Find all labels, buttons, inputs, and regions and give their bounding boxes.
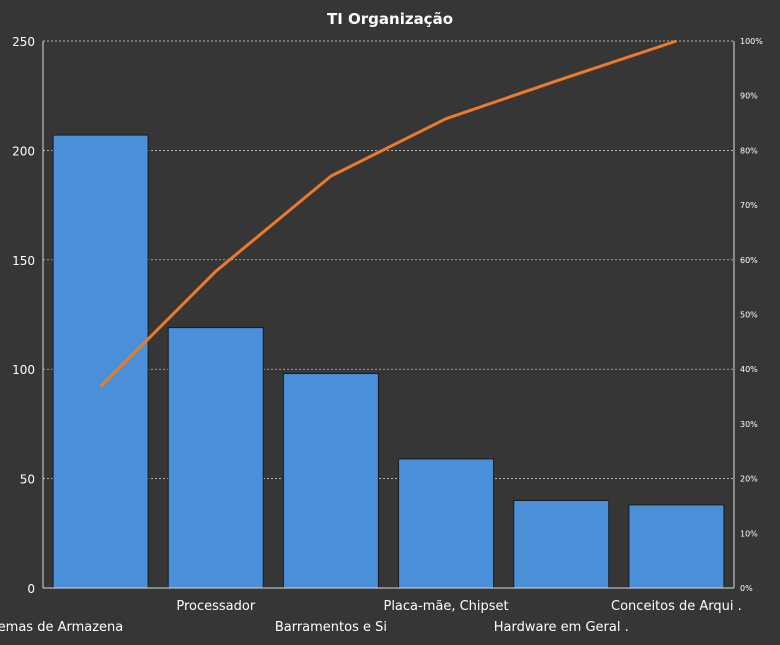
x-tick-label: Barramentos e Si: [275, 620, 387, 635]
y-right-tick-label: 40%: [740, 365, 758, 374]
y-left-tick-label: 50: [20, 473, 35, 487]
y-right-tick-label: 70%: [740, 201, 758, 210]
y-right-tick-label: 30%: [740, 420, 758, 429]
x-tick-label: Hardware em Geral .: [494, 620, 629, 635]
y-left-tick-label: 100: [12, 363, 35, 377]
bar: [167, 327, 264, 589]
y-right-tick-label: 90%: [740, 92, 758, 101]
y-right-tick-label: 20%: [740, 475, 758, 484]
y-right-tick-label: 50%: [740, 311, 758, 320]
bar: [513, 499, 610, 589]
y-left-tick-label: 250: [12, 35, 35, 49]
bar: [398, 458, 495, 589]
bar-series: [52, 134, 725, 589]
x-tick-label: Sistemas de Armazena: [0, 620, 123, 635]
y-right-tick-label: 60%: [740, 256, 758, 265]
axes: 0 50 100 150 200 250 0% 10% 20% 30% 40% 50% 60% 70% 80…: [0, 35, 763, 635]
chart-title: TI Organização: [327, 10, 453, 28]
y-right-tick-label: 100%: [740, 37, 763, 46]
bar: [282, 373, 379, 589]
x-tick-label: Conceitos de Arqui .: [611, 599, 742, 614]
y-right-tick-label: 10%: [740, 529, 758, 538]
bar: [628, 504, 725, 589]
y-right-tick-label: 80%: [740, 146, 758, 155]
cumulative-line: [99, 39, 677, 388]
x-tick-label: Processador: [176, 599, 255, 614]
x-tick-label: Placa-mãe, Chipset: [383, 599, 508, 614]
y-left-tick-label: 0: [27, 582, 35, 596]
y-right-tick-label: 0%: [740, 584, 753, 593]
cumulative-line-series: [99, 39, 677, 388]
y-left-tick-label: 200: [12, 144, 35, 158]
bar: [52, 134, 149, 589]
y-left-tick-label: 150: [12, 254, 35, 268]
gridlines: [43, 40, 734, 479]
